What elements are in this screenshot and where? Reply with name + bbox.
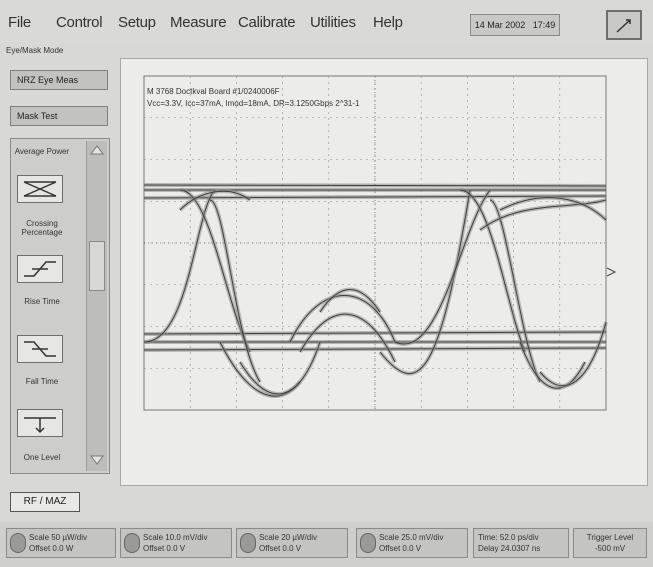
eye-trace bbox=[539, 321, 607, 387]
scope-display bbox=[120, 58, 648, 486]
waveform-title-line2: Vcc=3.3V, Icc=37mA, Imod=18mA, DR=3.1250… bbox=[147, 99, 360, 108]
channel-1-offset: Offset 0.0 W bbox=[29, 544, 74, 553]
eye-trace bbox=[143, 184, 607, 187]
eye-trace bbox=[209, 199, 261, 383]
crossing-icon bbox=[23, 181, 57, 197]
rise-time-button[interactable] bbox=[17, 255, 63, 283]
channel-2-offset: Offset 0.0 V bbox=[143, 544, 186, 553]
eye-trace bbox=[299, 313, 396, 363]
menu-bar: File Control Setup Measure Calibrate Uti… bbox=[0, 0, 653, 44]
fall-time-button[interactable] bbox=[17, 335, 63, 363]
eye-trace bbox=[459, 189, 526, 353]
fall-time-icon bbox=[24, 341, 56, 357]
eye-trace bbox=[143, 195, 607, 199]
eye-trace bbox=[143, 189, 216, 343]
menu-calibrate[interactable]: Calibrate bbox=[238, 14, 296, 31]
channel-4-knob-icon[interactable] bbox=[360, 533, 376, 553]
one-level-icon bbox=[24, 417, 56, 434]
channel-1-knob-icon[interactable] bbox=[10, 533, 26, 553]
status-bar: Scale 50 µW/div Offset 0.0 W Scale 10.0 … bbox=[0, 522, 653, 567]
rise-time-label: Rise Time bbox=[24, 297, 60, 306]
channel-2-scale: Scale 10.0 mV/div bbox=[143, 533, 208, 542]
trigger-label: Trigger Level bbox=[586, 533, 634, 542]
channel-3-offset: Offset 0.0 V bbox=[259, 544, 302, 553]
mode-title: Eye/Mask Mode bbox=[6, 46, 64, 55]
waveform-title-line1: M 3768 Doctkval Board #1/0240006F bbox=[147, 87, 280, 96]
trigger-box[interactable]: Trigger Level -500 mV bbox=[573, 528, 647, 558]
menu-help[interactable]: Help bbox=[373, 14, 403, 31]
crossing-percentage-label: Crossing Percentage bbox=[21, 219, 63, 237]
eye-trace-band bbox=[208, 198, 262, 384]
eye-trace bbox=[499, 197, 607, 221]
rise-time-icon bbox=[24, 261, 56, 277]
crossing-percentage-button[interactable] bbox=[17, 175, 63, 203]
channel-4-scale: Scale 25.0 mV/div bbox=[379, 533, 444, 542]
fall-time-label: Fall Time bbox=[25, 377, 59, 386]
help-pointer-button[interactable] bbox=[606, 10, 642, 40]
measurement-scrollbar[interactable] bbox=[86, 141, 107, 471]
eye-trace-band bbox=[488, 198, 542, 383]
pointer-icon bbox=[616, 19, 631, 33]
eye-trace bbox=[379, 189, 471, 375]
ref-button[interactable]: RF / MAZ bbox=[10, 492, 80, 512]
eye-trace bbox=[289, 295, 396, 343]
timebase-delay: Delay 24.0307 ns bbox=[478, 544, 541, 553]
trigger-value: -500 mV bbox=[594, 544, 626, 553]
menu-measure[interactable]: Measure bbox=[170, 14, 227, 31]
eye-traces bbox=[143, 183, 608, 399]
menu-control[interactable]: Control bbox=[56, 14, 103, 31]
waveform-title: M 3768 Doctkval Board #1/0240006F Vcc=3.… bbox=[147, 86, 359, 110]
menu-file[interactable]: File bbox=[8, 14, 31, 31]
one-level-label: One Level bbox=[23, 453, 61, 462]
eye-trace-band bbox=[378, 189, 472, 376]
mask-test-button[interactable]: Mask Test bbox=[10, 106, 108, 126]
eye-trace bbox=[479, 199, 607, 231]
channel-3-scale: Scale 20 µW/div bbox=[259, 533, 317, 542]
date-text: 14 Mar 2002 bbox=[474, 20, 526, 30]
channel-1-box[interactable]: Scale 50 µW/div Offset 0.0 W bbox=[6, 528, 116, 558]
channel-2-box[interactable]: Scale 10.0 mV/div Offset 0.0 V bbox=[120, 528, 232, 558]
menu-setup[interactable]: Setup bbox=[118, 14, 156, 31]
one-level-button[interactable] bbox=[17, 409, 63, 437]
scroll-up-icon[interactable] bbox=[88, 143, 106, 157]
graticule-grid bbox=[143, 75, 607, 411]
average-power-label: Average Power bbox=[14, 147, 70, 156]
time-text: 17:49 bbox=[532, 20, 556, 30]
channel-3-knob-icon[interactable] bbox=[240, 533, 256, 553]
scroll-thumb[interactable] bbox=[89, 241, 105, 291]
eye-trace bbox=[519, 341, 586, 389]
eye-trace bbox=[319, 289, 381, 313]
date-time-display: 14 Mar 2002 17:49 bbox=[470, 14, 560, 36]
scroll-down-icon[interactable] bbox=[88, 453, 106, 467]
channel-4-offset: Offset 0.0 V bbox=[379, 544, 422, 553]
eye-meas-button[interactable]: NRZ Eye Meas bbox=[10, 70, 108, 90]
trigger-marker-icon bbox=[606, 267, 617, 277]
channel-4-box[interactable]: Scale 25.0 mV/div Offset 0.0 V bbox=[356, 528, 468, 558]
menu-utilities[interactable]: Utilities bbox=[310, 14, 356, 31]
channel-2-knob-icon[interactable] bbox=[124, 533, 140, 553]
timebase-scale: Time: 52.0 ps/div bbox=[478, 533, 539, 542]
channel-3-box[interactable]: Scale 20 µW/div Offset 0.0 V bbox=[236, 528, 348, 558]
eye-trace bbox=[489, 199, 541, 383]
eye-trace bbox=[239, 341, 321, 395]
eye-trace bbox=[179, 190, 251, 211]
timebase-box[interactable]: Time: 52.0 ps/div Delay 24.0307 ns bbox=[473, 528, 569, 558]
channel-1-scale: Scale 50 µW/div bbox=[29, 533, 87, 542]
